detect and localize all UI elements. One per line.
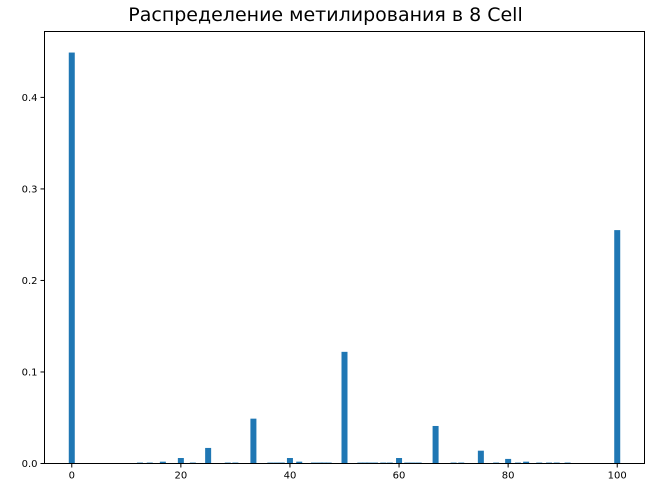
y-tick-label: 0.4 xyxy=(22,93,38,104)
bar xyxy=(205,447,212,464)
x-tick-label: 100 xyxy=(608,471,627,482)
bar xyxy=(250,418,257,464)
x-axis-ticks: 0 20 40 60 80 100 xyxy=(69,463,627,482)
y-axis-ticks: 0.0 0.1 0.2 0.3 0.4 xyxy=(22,93,45,470)
bar xyxy=(296,461,303,464)
bar xyxy=(614,230,621,464)
bar xyxy=(159,461,166,464)
y-tick-label: 0.3 xyxy=(22,184,38,195)
bar xyxy=(432,425,439,464)
x-tick-label: 80 xyxy=(502,471,515,482)
chart-title: Распределение метилирования в 8 Cell xyxy=(128,4,523,26)
x-tick-label: 20 xyxy=(174,471,187,482)
plot-frame xyxy=(44,31,645,464)
bar xyxy=(68,52,75,464)
bars-group xyxy=(68,52,621,464)
y-tick-label: 0.1 xyxy=(22,367,38,378)
y-tick-label: 0.2 xyxy=(22,276,38,287)
bar xyxy=(396,458,403,464)
bar xyxy=(505,458,512,464)
bar xyxy=(523,461,530,464)
bar xyxy=(341,351,348,464)
x-tick-label: 0 xyxy=(69,471,75,482)
bar xyxy=(286,458,293,464)
x-tick-label: 40 xyxy=(284,471,297,482)
bar xyxy=(477,450,484,464)
x-tick-label: 60 xyxy=(393,471,406,482)
bar xyxy=(177,458,184,464)
y-tick-label: 0.0 xyxy=(22,459,38,470)
